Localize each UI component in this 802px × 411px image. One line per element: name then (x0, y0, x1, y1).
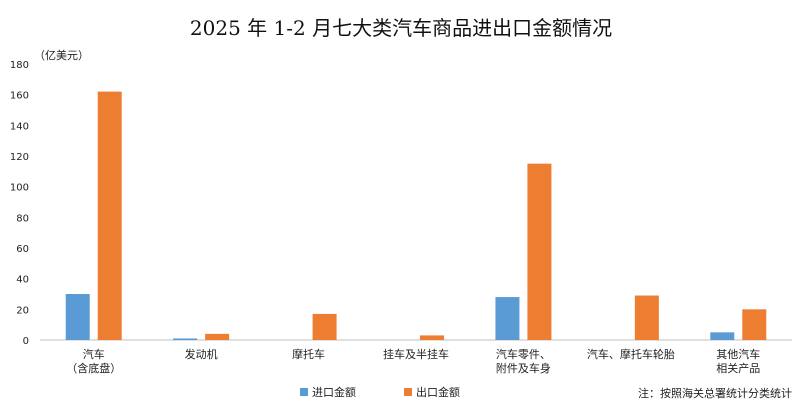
x-tick-label: 摩托车 (292, 347, 325, 361)
bar-export (527, 163, 552, 340)
bar-export (634, 295, 659, 340)
legend-item-import: 进口金额 (300, 384, 356, 400)
y-tick-label: 160 (10, 91, 29, 102)
bar-export (312, 313, 337, 340)
x-tick-label: 其他汽车 (716, 347, 760, 361)
y-tick-label: 120 (10, 152, 29, 163)
source-note: 注：按照海关总署统计分类统计 (638, 387, 792, 400)
chart-title: 2025 年 1-2 月七大类汽车商品进出口金额情况 (189, 16, 613, 40)
y-tick-label: 140 (10, 121, 29, 132)
x-tick-label: 汽车零件、 (496, 347, 551, 361)
y-tick-label: 0 (23, 336, 29, 347)
bar-import (495, 297, 520, 340)
y-axis-unit: （亿美元） (34, 49, 89, 62)
bar-export (97, 91, 122, 340)
x-tick-label: 附件及车身 (496, 361, 551, 375)
bar-import (65, 294, 90, 340)
bar-export (420, 335, 444, 340)
y-tick-label: 40 (16, 275, 29, 286)
x-tick-label: （含底盘） (66, 361, 121, 375)
bar-export (742, 309, 767, 340)
y-tick-label: 20 (16, 305, 29, 316)
bar-import (173, 338, 198, 340)
y-tick-label: 100 (10, 183, 29, 194)
legend: 进口金额 出口金额 (300, 384, 460, 400)
x-tick-label: 相关产品 (716, 361, 760, 375)
legend-label-import: 进口金额 (312, 386, 356, 399)
x-tick-label: 挂车及半挂车 (383, 347, 449, 361)
bar-import (710, 332, 735, 340)
legend-item-export: 出口金额 (404, 384, 460, 400)
legend-swatch-import (300, 388, 308, 396)
bar-export (205, 333, 230, 340)
legend-label-export: 出口金额 (416, 386, 460, 399)
y-tick-label: 180 (10, 60, 29, 71)
y-tick-label: 80 (16, 213, 29, 224)
x-tick-label: 发动机 (185, 347, 218, 361)
y-tick-label: 60 (16, 244, 29, 255)
x-tick-label: 汽车、摩托车轮胎 (587, 347, 675, 361)
x-tick-label: 汽车 (83, 347, 105, 361)
legend-swatch-export (404, 388, 412, 396)
